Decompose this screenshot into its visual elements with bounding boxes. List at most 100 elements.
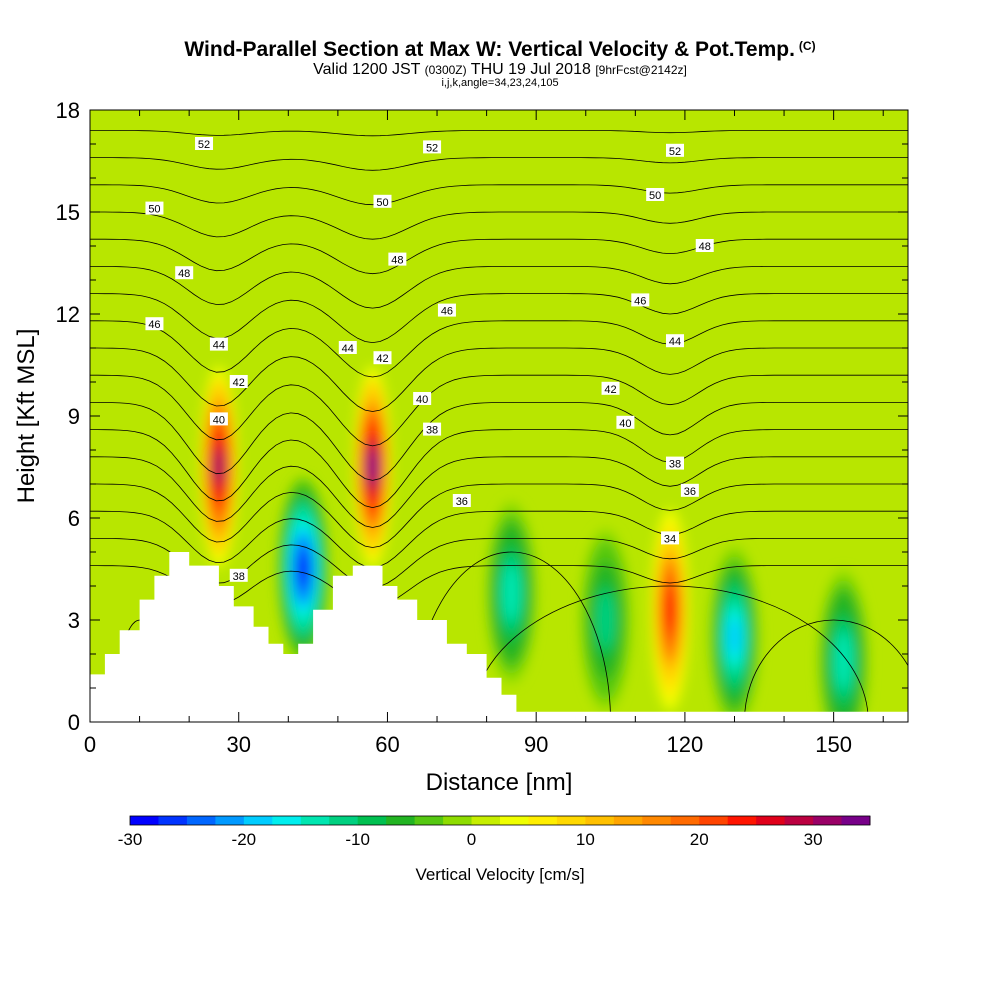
contour-label: 48 xyxy=(178,268,190,280)
colorbar-swatch xyxy=(756,816,786,825)
contour-label: 50 xyxy=(148,204,160,216)
colorbar-swatch xyxy=(300,816,330,825)
downdraft-4-band xyxy=(728,620,741,654)
contour-label-box xyxy=(665,334,684,348)
contour-label: 38 xyxy=(426,425,438,437)
subtitle-utc: (0300Z) xyxy=(424,63,467,77)
contour-label: 46 xyxy=(634,295,646,307)
colorbar-swatch xyxy=(186,816,216,825)
contour-label-box xyxy=(338,341,357,354)
isentrope xyxy=(90,320,908,378)
isentrope xyxy=(90,483,908,548)
contour-label-box xyxy=(631,293,650,307)
colorbar-swatch xyxy=(813,816,843,825)
title-tag: (C) xyxy=(798,39,816,53)
updraft-2-band xyxy=(367,449,378,485)
updraft-2 xyxy=(353,366,392,568)
colorbar-swatch xyxy=(727,816,757,825)
colorbar-swatch xyxy=(642,816,672,825)
contour-label-box xyxy=(413,392,432,405)
colorbar-swatch xyxy=(841,816,871,825)
contour-label-box xyxy=(616,415,635,429)
contour-label-box xyxy=(680,483,699,497)
contour-label: 42 xyxy=(233,377,245,389)
chart-subtitle: Valid 1200 JST (0300Z) THU 19 Jul 2018 [… xyxy=(0,61,1000,79)
isentrope xyxy=(90,538,908,588)
colorbar-swatch xyxy=(329,816,359,825)
colorbar-swatch xyxy=(670,816,700,825)
chart-title: Wind-Parallel Section at Max W: Vertical… xyxy=(184,38,816,61)
colorbar-swatch xyxy=(784,816,814,825)
contour-label-box xyxy=(229,375,248,388)
contour-label: 44 xyxy=(213,340,225,352)
contour-label-box xyxy=(373,194,392,208)
subtitle-date: THU 19 Jul 2018 xyxy=(470,61,591,78)
contour-label: 46 xyxy=(441,306,453,318)
velocity-field xyxy=(199,366,869,722)
downdraft-2 xyxy=(486,501,537,684)
low-level-contour xyxy=(471,585,869,722)
downdraft-4 xyxy=(709,546,760,722)
chart-subtitle-indices: i,j,k,angle=34,23,24,105 xyxy=(441,77,559,89)
contour-label-box xyxy=(209,337,228,351)
isentrope xyxy=(90,374,908,447)
contour-label-box xyxy=(601,381,620,395)
contour-label: 36 xyxy=(684,486,696,498)
isentrope xyxy=(90,211,908,240)
contour-label: 36 xyxy=(456,496,468,508)
downdraft-3 xyxy=(580,529,631,711)
colorbar-swatch xyxy=(357,816,387,825)
contour-label: 52 xyxy=(198,139,210,151)
isentrope xyxy=(90,402,908,481)
colorbar-swatch xyxy=(500,816,529,825)
downdraft-2-band xyxy=(505,576,518,610)
x-tick-label: 30 xyxy=(226,732,250,757)
terrain xyxy=(90,552,908,722)
isentrope xyxy=(90,293,908,344)
colorbar-swatch xyxy=(158,816,188,825)
x-tick-label: 120 xyxy=(667,732,704,757)
colorbar-swatch xyxy=(243,816,273,825)
isentrope xyxy=(90,347,908,412)
colorbar-swatch xyxy=(443,816,473,825)
contour-label-box xyxy=(661,531,680,545)
contour-label-box xyxy=(437,303,456,317)
isentrope xyxy=(90,184,908,206)
colorbar-tick-label: 10 xyxy=(576,830,595,849)
x-tick-label: 150 xyxy=(815,732,852,757)
subtitle-forecast: [9hrFcst@2142z] xyxy=(595,63,687,77)
colorbar: -30 -20 -10 0 10 20 30 Vertical Velocity [cm/s] xyxy=(118,815,871,884)
contour-label-box xyxy=(423,422,442,436)
isentrope xyxy=(90,157,908,171)
colorbar-swatch xyxy=(471,816,501,825)
isentrope xyxy=(90,429,908,509)
colorbar-title: Vertical Velocity [cm/s] xyxy=(415,865,584,884)
contour-label: 44 xyxy=(342,343,354,355)
updraft-1 xyxy=(199,366,238,568)
contour-label-box xyxy=(646,188,665,201)
y-tick-label: 0 xyxy=(68,710,80,735)
contour-label: 40 xyxy=(619,418,631,430)
contour-labels: 52 52 52 50 50 50 48 48 48 46 46 46 44 44 44 42 42 42 40 40… xyxy=(145,137,714,583)
contour-label-box xyxy=(229,568,248,582)
y-tick-label: 3 xyxy=(68,608,80,633)
contour-label-box xyxy=(145,317,164,331)
contour-label-box xyxy=(388,252,407,266)
contour-label: 38 xyxy=(669,459,681,471)
colorbar-tick-label: 30 xyxy=(804,830,823,849)
contour-label: 48 xyxy=(699,241,711,253)
colorbar-swatch xyxy=(272,816,302,825)
y-axis-title: Height [Kft MSL] xyxy=(13,329,40,504)
colorbar-tick-label: -20 xyxy=(232,830,257,849)
isentrope xyxy=(90,238,908,275)
updraft-3-band xyxy=(665,591,676,628)
contour-label: 42 xyxy=(376,353,388,365)
contour-label-box xyxy=(452,494,471,507)
isentrope xyxy=(90,266,908,309)
potential-temperature-contours xyxy=(90,130,908,722)
contour-label: 44 xyxy=(669,336,681,348)
colorbar-tick-label: -30 xyxy=(118,830,143,849)
colorbar-tick-label: 20 xyxy=(690,830,709,849)
contour-label: 40 xyxy=(416,394,428,406)
